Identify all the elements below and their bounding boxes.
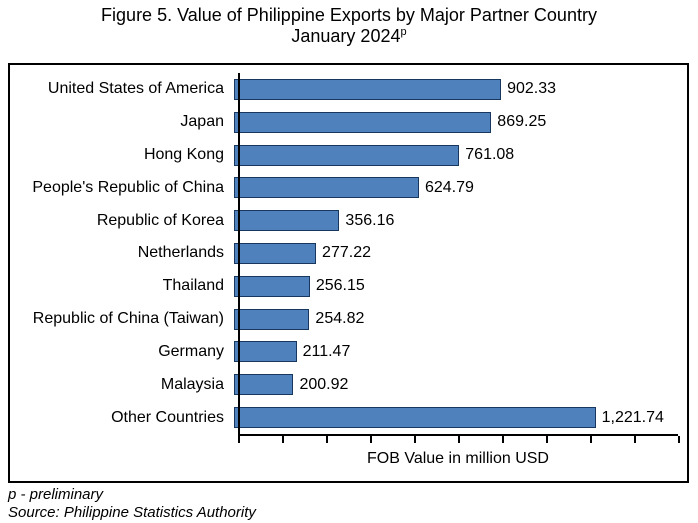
x-axis-tick <box>634 436 636 443</box>
value-label: 277.22 <box>322 244 371 262</box>
bar-row: Netherlands 277.22 <box>10 237 678 270</box>
chart-title-line2: January 2024p <box>291 26 407 46</box>
bar-row: Thailand 256.15 <box>10 270 678 303</box>
category-label: Republic of China (Taiwan) <box>32 310 224 328</box>
bar <box>234 242 317 264</box>
footnote-preliminary: p - preliminary <box>8 486 104 503</box>
bar-track: 254.82 <box>234 303 678 336</box>
category-label: Other Countries <box>111 408 224 426</box>
x-axis-tick <box>502 436 504 443</box>
x-axis-tick <box>414 436 416 443</box>
category-label: Malaysia <box>160 375 224 393</box>
bar-track: 211.47 <box>234 336 678 369</box>
category-label: Hong Kong <box>143 146 224 164</box>
x-axis-tick <box>546 436 548 443</box>
bar-track: 1,221.74 <box>234 401 678 434</box>
category-label: Thailand <box>162 277 224 295</box>
value-label: 211.47 <box>302 342 351 360</box>
bar <box>234 144 460 166</box>
x-axis-tick <box>678 436 680 443</box>
chart-title-line1: Figure 5. Value of Philippine Exports by… <box>101 5 597 25</box>
preliminary-superscript: p <box>400 26 407 38</box>
bar-row: United States of America 902.33 <box>10 73 678 106</box>
category-label: United States of America <box>47 80 224 98</box>
bar-row: Republic of China (Taiwan) 254.82 <box>10 303 678 336</box>
bar <box>234 341 297 363</box>
category-label: Netherlands <box>137 244 224 262</box>
bar-row: Other Countries 1,221.74 <box>10 401 678 434</box>
category-label: People's Republic of China <box>32 178 224 196</box>
chart-title: Figure 5. Value of Philippine Exports by… <box>0 5 698 47</box>
category-label: Japan <box>180 113 224 131</box>
value-label: 1,221.74 <box>601 408 664 426</box>
category-label: Republic of Korea <box>96 211 224 229</box>
value-label: 624.79 <box>424 178 474 196</box>
bar <box>234 407 596 429</box>
x-axis-title: FOB Value in million USD <box>367 450 549 467</box>
bar-row: Republic of Korea 356.16 <box>10 204 678 237</box>
bar <box>234 78 502 100</box>
bar <box>234 374 294 396</box>
bar-track: 869.25 <box>234 106 678 139</box>
bar-row: Japan 869.25 <box>10 106 678 139</box>
value-label: 761.08 <box>465 146 515 164</box>
x-axis-tick <box>282 436 284 443</box>
bar-track: 356.16 <box>234 204 678 237</box>
x-axis-tick <box>458 436 460 443</box>
bar-track: 761.08 <box>234 139 678 172</box>
bar-track: 624.79 <box>234 171 678 204</box>
bar-track: 902.33 <box>234 73 678 106</box>
category-label: Germany <box>158 342 224 360</box>
bar-track: 200.92 <box>234 368 678 401</box>
bar <box>234 177 419 199</box>
y-axis-line <box>238 73 240 436</box>
bar-row: Hong Kong 761.08 <box>10 139 678 172</box>
plot-area: United States of America 902.33 Japan 869.2… <box>10 65 687 481</box>
x-axis-tick <box>370 436 372 443</box>
bar-row: Germany 211.47 <box>10 336 678 369</box>
bar <box>234 111 492 133</box>
x-axis-tick <box>326 436 328 443</box>
x-axis-tick <box>590 436 592 443</box>
x-axis-tick <box>238 436 240 443</box>
value-label: 254.82 <box>315 310 365 328</box>
bar-row: Malaysia 200.92 <box>10 368 678 401</box>
bar-track: 277.22 <box>234 237 678 270</box>
value-label: 356.16 <box>345 211 395 229</box>
value-label: 869.25 <box>497 113 547 131</box>
bar <box>234 308 310 330</box>
value-label: 200.92 <box>299 375 349 393</box>
bar-row: People's Republic of China 624.79 <box>10 171 678 204</box>
chart-area: United States of America 902.33 Japan 869.2… <box>8 63 689 483</box>
bar <box>234 275 310 297</box>
x-axis-line <box>238 434 678 436</box>
bar-rows: United States of America 902.33 Japan 869.2… <box>10 73 678 434</box>
bar <box>234 210 340 232</box>
value-label: 256.15 <box>315 277 365 295</box>
value-label: 902.33 <box>507 80 557 98</box>
source-note: Source: Philippine Statistics Authority <box>8 504 256 521</box>
bar-track: 256.15 <box>234 270 678 303</box>
